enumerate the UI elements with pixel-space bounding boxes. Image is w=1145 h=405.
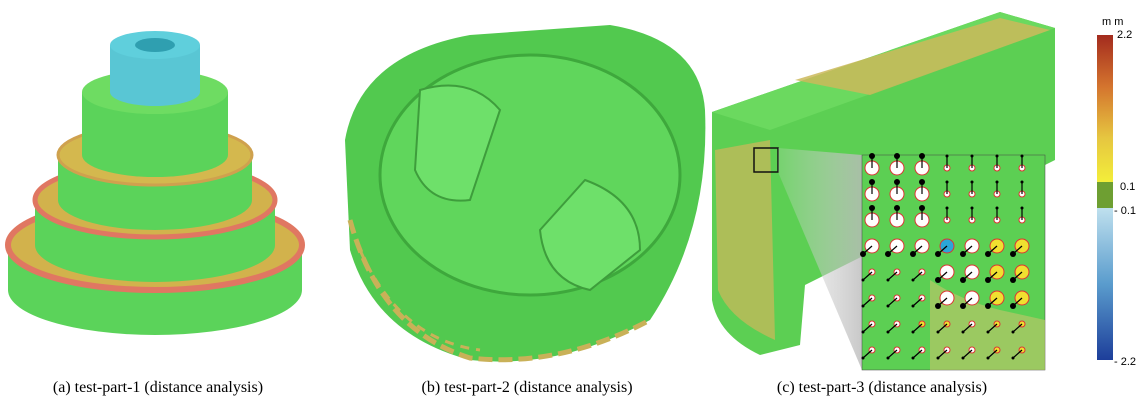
glyph [960, 251, 966, 257]
glyph [862, 323, 873, 333]
glyph [894, 179, 900, 185]
glyph [886, 278, 890, 282]
glyph [995, 206, 999, 210]
glyph [862, 349, 873, 359]
glyph [962, 323, 973, 333]
glyph [985, 303, 991, 309]
glyph [986, 330, 990, 334]
glyph [912, 297, 923, 307]
glyph [912, 271, 923, 281]
glyph [985, 277, 991, 283]
colorbar-label: 2.2 [1117, 29, 1132, 41]
glyph [894, 153, 900, 159]
glyph [911, 330, 915, 334]
glyph [960, 303, 966, 309]
glyph [862, 297, 873, 307]
panel-b-render [345, 25, 706, 363]
glyph [961, 330, 965, 334]
glyph [936, 330, 940, 334]
glyph [869, 179, 875, 185]
glyph [911, 356, 915, 360]
glyph [869, 153, 875, 159]
colorbar-label: - 2.2 [1114, 356, 1136, 368]
glyph [987, 349, 998, 359]
glyph [962, 349, 973, 359]
glyph [1012, 323, 1023, 333]
glyph [912, 349, 923, 359]
colorbar-label: 0.1 [1120, 181, 1135, 193]
glyph [919, 153, 925, 159]
glyph [936, 356, 940, 360]
glyph [1010, 251, 1016, 257]
panel-c-render [712, 12, 1055, 371]
glyph [1010, 303, 1016, 309]
glyph [862, 271, 873, 281]
glyph [945, 154, 949, 158]
glyph [911, 278, 915, 282]
glyph [995, 154, 999, 158]
glyph [894, 205, 900, 211]
glyph [910, 251, 916, 257]
glyph [887, 323, 898, 333]
glyph [860, 251, 866, 257]
glyph [1020, 206, 1024, 210]
colorbar-label: - 0.1 [1114, 205, 1136, 217]
glyph [886, 304, 890, 308]
glyph [935, 303, 941, 309]
glyph [919, 179, 925, 185]
glyph [912, 323, 923, 333]
caption: (a) test-part-1 (distance analysis) [53, 379, 263, 396]
glyph [1011, 356, 1015, 360]
glyph [886, 356, 890, 360]
caption: (c) test-part-3 (distance analysis) [777, 379, 987, 396]
glyph [995, 180, 999, 184]
glyph [861, 356, 865, 360]
caption: (b) test-part-2 (distance analysis) [421, 379, 632, 396]
glyph [937, 349, 948, 359]
glyph [1011, 330, 1015, 334]
glyph [861, 304, 865, 308]
panel-a-render [5, 31, 305, 335]
colorbar-unit: m m [1102, 16, 1123, 28]
glyph [935, 277, 941, 283]
glyph [861, 278, 865, 282]
glyph [937, 323, 948, 333]
glyph [919, 205, 925, 211]
colorbar: m m 2.2 0.1 - 0.1 - 2.2 [1097, 16, 1136, 368]
glyph [887, 271, 898, 281]
glyph [1020, 154, 1024, 158]
glyph [970, 154, 974, 158]
glyph [970, 180, 974, 184]
glyph [985, 251, 991, 257]
glyph [861, 330, 865, 334]
glyph [886, 330, 890, 334]
glyph [885, 251, 891, 257]
glyph [887, 297, 898, 307]
glyph [986, 356, 990, 360]
deviation-glyphs [860, 153, 1030, 360]
glyph [1020, 180, 1024, 184]
glyph [961, 356, 965, 360]
glyph [911, 304, 915, 308]
glyph [960, 277, 966, 283]
glyph [1012, 349, 1023, 359]
glyph [970, 206, 974, 210]
glyph [869, 205, 875, 211]
glyph [987, 323, 998, 333]
glyph [887, 349, 898, 359]
glyph [945, 180, 949, 184]
glyph [1010, 277, 1016, 283]
glyph [945, 206, 949, 210]
glyph [935, 251, 941, 257]
